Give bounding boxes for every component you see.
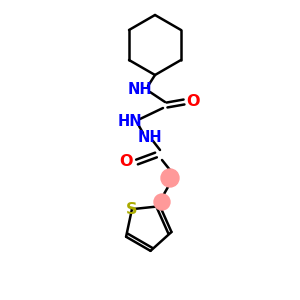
Text: NH: NH (128, 82, 152, 98)
Text: O: O (119, 154, 133, 169)
Text: HN: HN (118, 115, 142, 130)
Circle shape (161, 169, 179, 187)
Text: O: O (186, 94, 200, 110)
Circle shape (154, 194, 170, 210)
Text: S: S (126, 202, 138, 217)
Text: NH: NH (138, 130, 162, 145)
